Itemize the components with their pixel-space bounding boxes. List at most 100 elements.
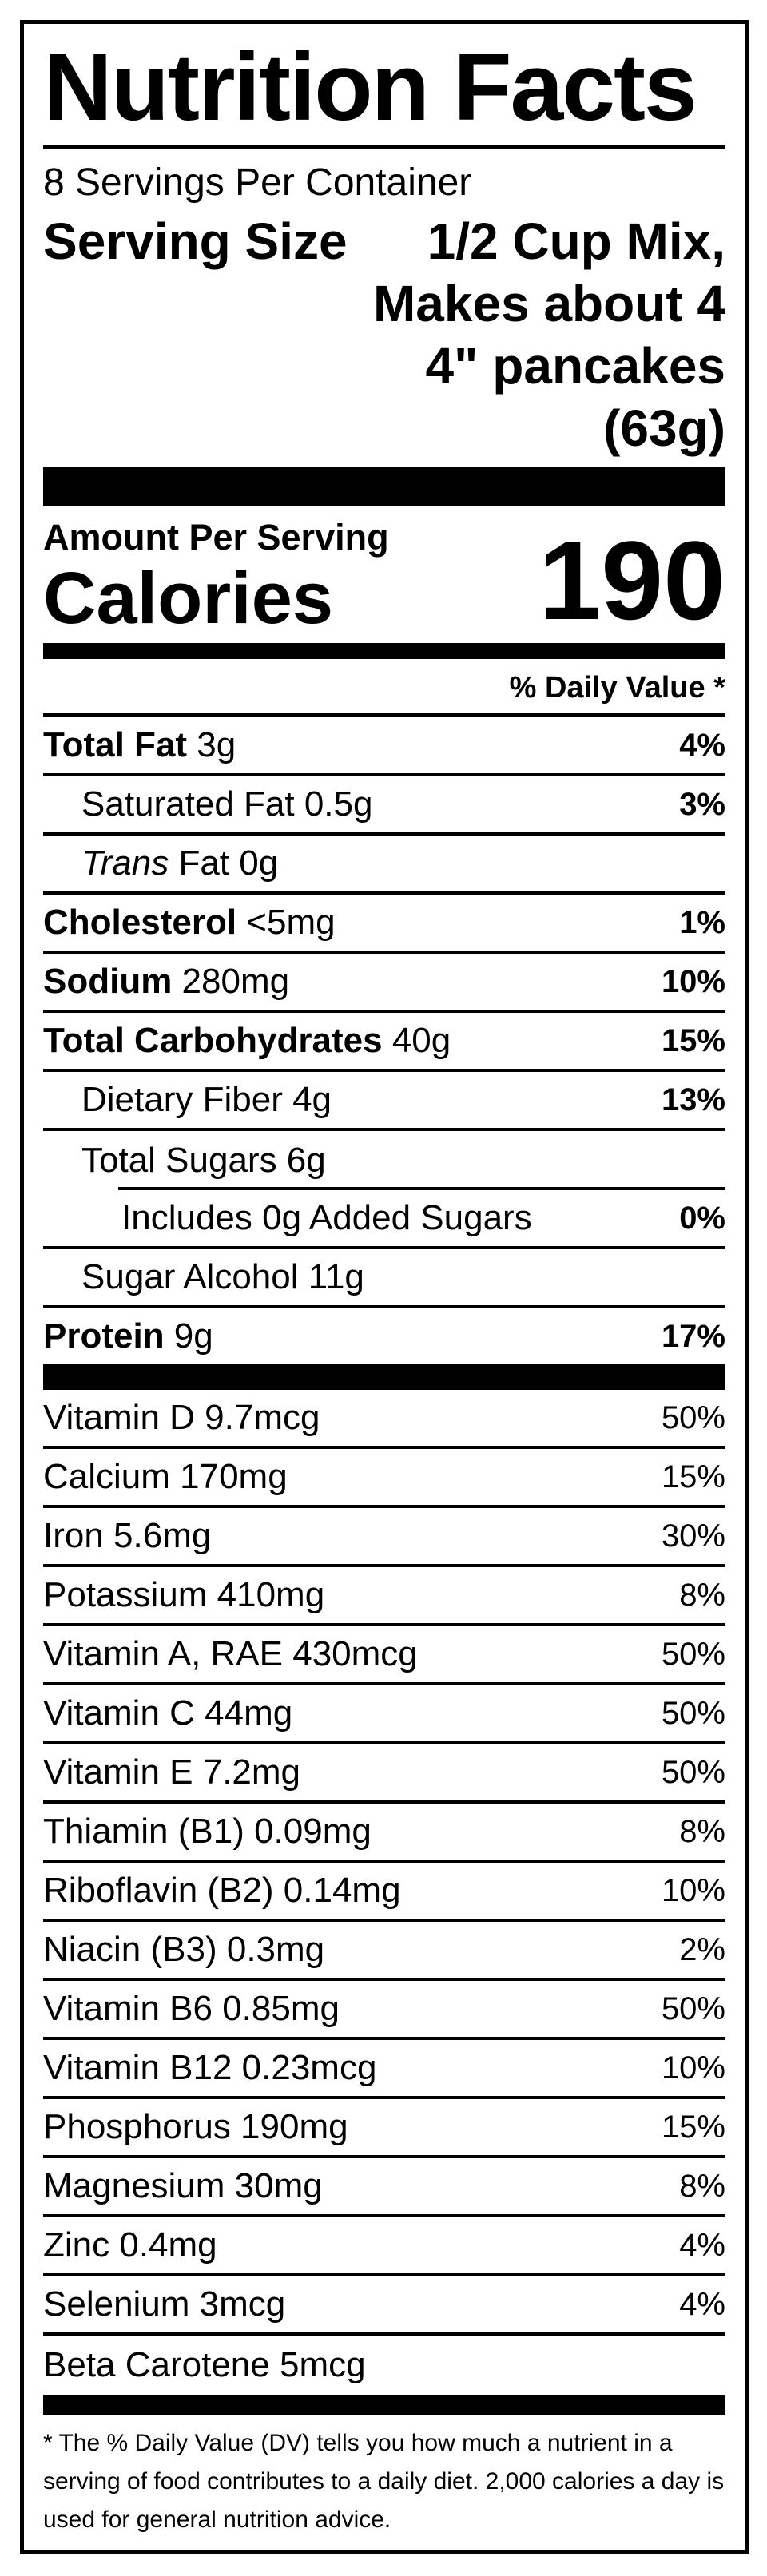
nutrient-name: Sodium: [43, 962, 173, 1001]
serving-size-line: Makes about 4: [372, 275, 725, 332]
daily-value-percent: 4%: [679, 727, 725, 763]
nutrient-label: Cholesterol <5mg: [43, 903, 336, 942]
nutrient-name: Total Sugars: [81, 1141, 277, 1180]
nutrient-row: Calcium 170mg 15%: [43, 1449, 725, 1508]
nutrient-row: Protein 9g 17%: [43, 1308, 725, 1367]
servings-per-container: 8 Servings Per Container: [43, 161, 472, 204]
nutrient-label: Vitamin E 7.2mg: [43, 1752, 301, 1792]
nutrient-label: Total Carbohydrates 40g: [43, 1021, 451, 1060]
daily-value-percent: 50%: [661, 1399, 725, 1435]
daily-value-percent: 1%: [679, 904, 725, 940]
daily-value-percent: 4%: [679, 2286, 725, 2322]
serving-size-line: 1/2 Cup Mix,: [427, 212, 725, 270]
serving-size-line: (63g): [603, 399, 725, 457]
nutrient-row: Total Fat 3g 4%: [43, 717, 725, 776]
nutrient-name: Vitamin B12: [43, 2048, 232, 2087]
macro-rows: Total Fat 3g 4% Saturated Fat 0.5g 3% Trans …: [43, 717, 725, 1367]
nutrient-name: Vitamin B6: [43, 1989, 213, 2028]
daily-value-percent: 13%: [661, 1082, 725, 1117]
amount-per-serving-label: Amount Per Serving: [43, 517, 389, 558]
nutrient-name: Potassium: [43, 1575, 208, 1614]
daily-value-percent: 50%: [661, 1991, 725, 2026]
nutrient-label: Sodium 280mg: [43, 962, 290, 1001]
nutrient-row: Thiamin (B1) 0.09mg 8%: [43, 1804, 725, 1863]
daily-value-percent: 10%: [661, 1872, 725, 1908]
nutrient-name: Selenium: [43, 2284, 190, 2324]
title-divider: [43, 145, 725, 149]
nutrient-name: Sugar Alcohol: [81, 1257, 299, 1296]
daily-value-percent: 8%: [679, 2168, 725, 2204]
nutrient-label: Thiamin (B1) 0.09mg: [43, 1812, 372, 1851]
nutrient-name: Vitamin E: [43, 1752, 193, 1792]
nutrient-row: Riboflavin (B2) 0.14mg 10%: [43, 1863, 725, 1922]
nutrient-name: Riboflavin (B2): [43, 1871, 274, 1910]
nutrient-row: Trans Fat 0g: [43, 836, 725, 895]
nutrient-row: Vitamin D 9.7mcg 50%: [43, 1390, 725, 1449]
section-bar-top: [43, 467, 725, 506]
nutrient-label: Phosphorus 190mg: [43, 2107, 348, 2146]
nutrient-row: Total Sugars 6g: [43, 1131, 725, 1190]
nutrient-name: Vitamin A, RAE: [43, 1634, 283, 1673]
nutrient-row: Iron 5.6mg 30%: [43, 1508, 725, 1567]
nutrient-name: Total Carbohydrates: [43, 1021, 383, 1060]
nutrient-name: Vitamin C: [43, 1693, 195, 1733]
daily-value-percent: 15%: [661, 1022, 725, 1058]
nutrient-row: Vitamin E 7.2mg 50%: [43, 1744, 725, 1804]
nutrient-name: Phosphorus: [43, 2107, 231, 2146]
daily-value-percent: 50%: [661, 1695, 725, 1731]
daily-value-percent: 50%: [661, 1754, 725, 1790]
nutrient-label: Vitamin C 44mg: [43, 1693, 293, 1733]
vitamin-rows: Vitamin D 9.7mcg 50% Calcium 170mg 15% Iron …: [43, 1390, 725, 2395]
nutrient-row: Potassium 410mg 8%: [43, 1567, 725, 1626]
calories-label: Calories: [43, 558, 334, 639]
nutrient-row: Dietary Fiber 4g 13%: [43, 1072, 725, 1131]
daily-value-percent: 2%: [679, 1931, 725, 1967]
daily-value-percent: 8%: [679, 1813, 725, 1849]
nutrient-row: Selenium 3mcg 4%: [43, 2276, 725, 2336]
section-bar-vitamins: [43, 1367, 725, 1390]
calories-value: 190: [538, 518, 725, 643]
daily-value-percent: 17%: [661, 1318, 725, 1354]
serving-size-line: 4" pancakes: [425, 337, 725, 395]
nutrient-label: Beta Carotene 5mcg: [43, 2345, 366, 2384]
nutrient-label: Protein 9g: [43, 1316, 213, 1355]
nutrient-label: Dietary Fiber 4g: [81, 1080, 332, 1119]
nutrient-row: Vitamin B12 0.23mcg 10%: [43, 2040, 725, 2099]
nutrient-row: Cholesterol <5mg 1%: [43, 895, 725, 954]
daily-value-percent: 10%: [661, 2050, 725, 2086]
nutrient-row: Vitamin B6 0.85mg 50%: [43, 1981, 725, 2040]
nutrient-label: Sugar Alcohol 11g: [81, 1257, 364, 1296]
daily-value-footnote: * The % Daily Value (DV) tells you how m…: [43, 2430, 725, 2533]
label-title: Nutrition Facts: [43, 34, 697, 141]
nutrient-name: Dietary Fiber: [81, 1080, 283, 1119]
section-bar-calories: [43, 643, 725, 659]
section-bar-footnote: [43, 2395, 725, 2415]
daily-value-percent: 3%: [679, 786, 725, 822]
serving-size-label: Serving Size: [43, 212, 348, 270]
nutrient-name: Calcium: [43, 1457, 170, 1496]
nutrient-label: Total Fat 3g: [43, 725, 236, 764]
daily-value-percent: 15%: [661, 1459, 725, 1494]
nutrient-label: Vitamin D 9.7mcg: [43, 1398, 320, 1437]
daily-value-header: % Daily Value *: [43, 659, 725, 717]
nutrient-name: Zinc: [43, 2225, 110, 2264]
daily-value-percent: 10%: [661, 963, 725, 999]
nutrition-facts-label: Nutrition Facts 8 Servings Per Container…: [20, 20, 749, 2554]
nutrient-name: Iron: [43, 1516, 104, 1555]
nutrient-row: Total Carbohydrates 40g 15%: [43, 1013, 725, 1072]
nutrient-label: Trans Fat 0g: [81, 843, 279, 883]
nutrient-name: Vitamin D: [43, 1398, 195, 1437]
nutrient-name: Includes 0g Added Sugars: [121, 1198, 532, 1237]
nutrient-row: Vitamin A, RAE 430mcg 50%: [43, 1626, 725, 1685]
nutrient-label: Magnesium 30mg: [43, 2166, 323, 2205]
nutrient-label: Vitamin B6 0.85mg: [43, 1989, 340, 2028]
daily-value-percent: 4%: [679, 2227, 725, 2263]
nutrient-row: Niacin (B3) 0.3mg 2%: [43, 1922, 725, 1981]
nutrient-label: Includes 0g Added Sugars: [121, 1198, 532, 1238]
nutrient-label: Saturated Fat 0.5g: [81, 784, 373, 824]
nutrient-label: Zinc 0.4mg: [43, 2225, 217, 2264]
nutrient-row: Sugar Alcohol 11g: [43, 1249, 725, 1308]
nutrient-name: Trans: [81, 843, 169, 883]
nutrient-name: Protein: [43, 1316, 165, 1355]
daily-value-percent: 50%: [661, 1636, 725, 1672]
